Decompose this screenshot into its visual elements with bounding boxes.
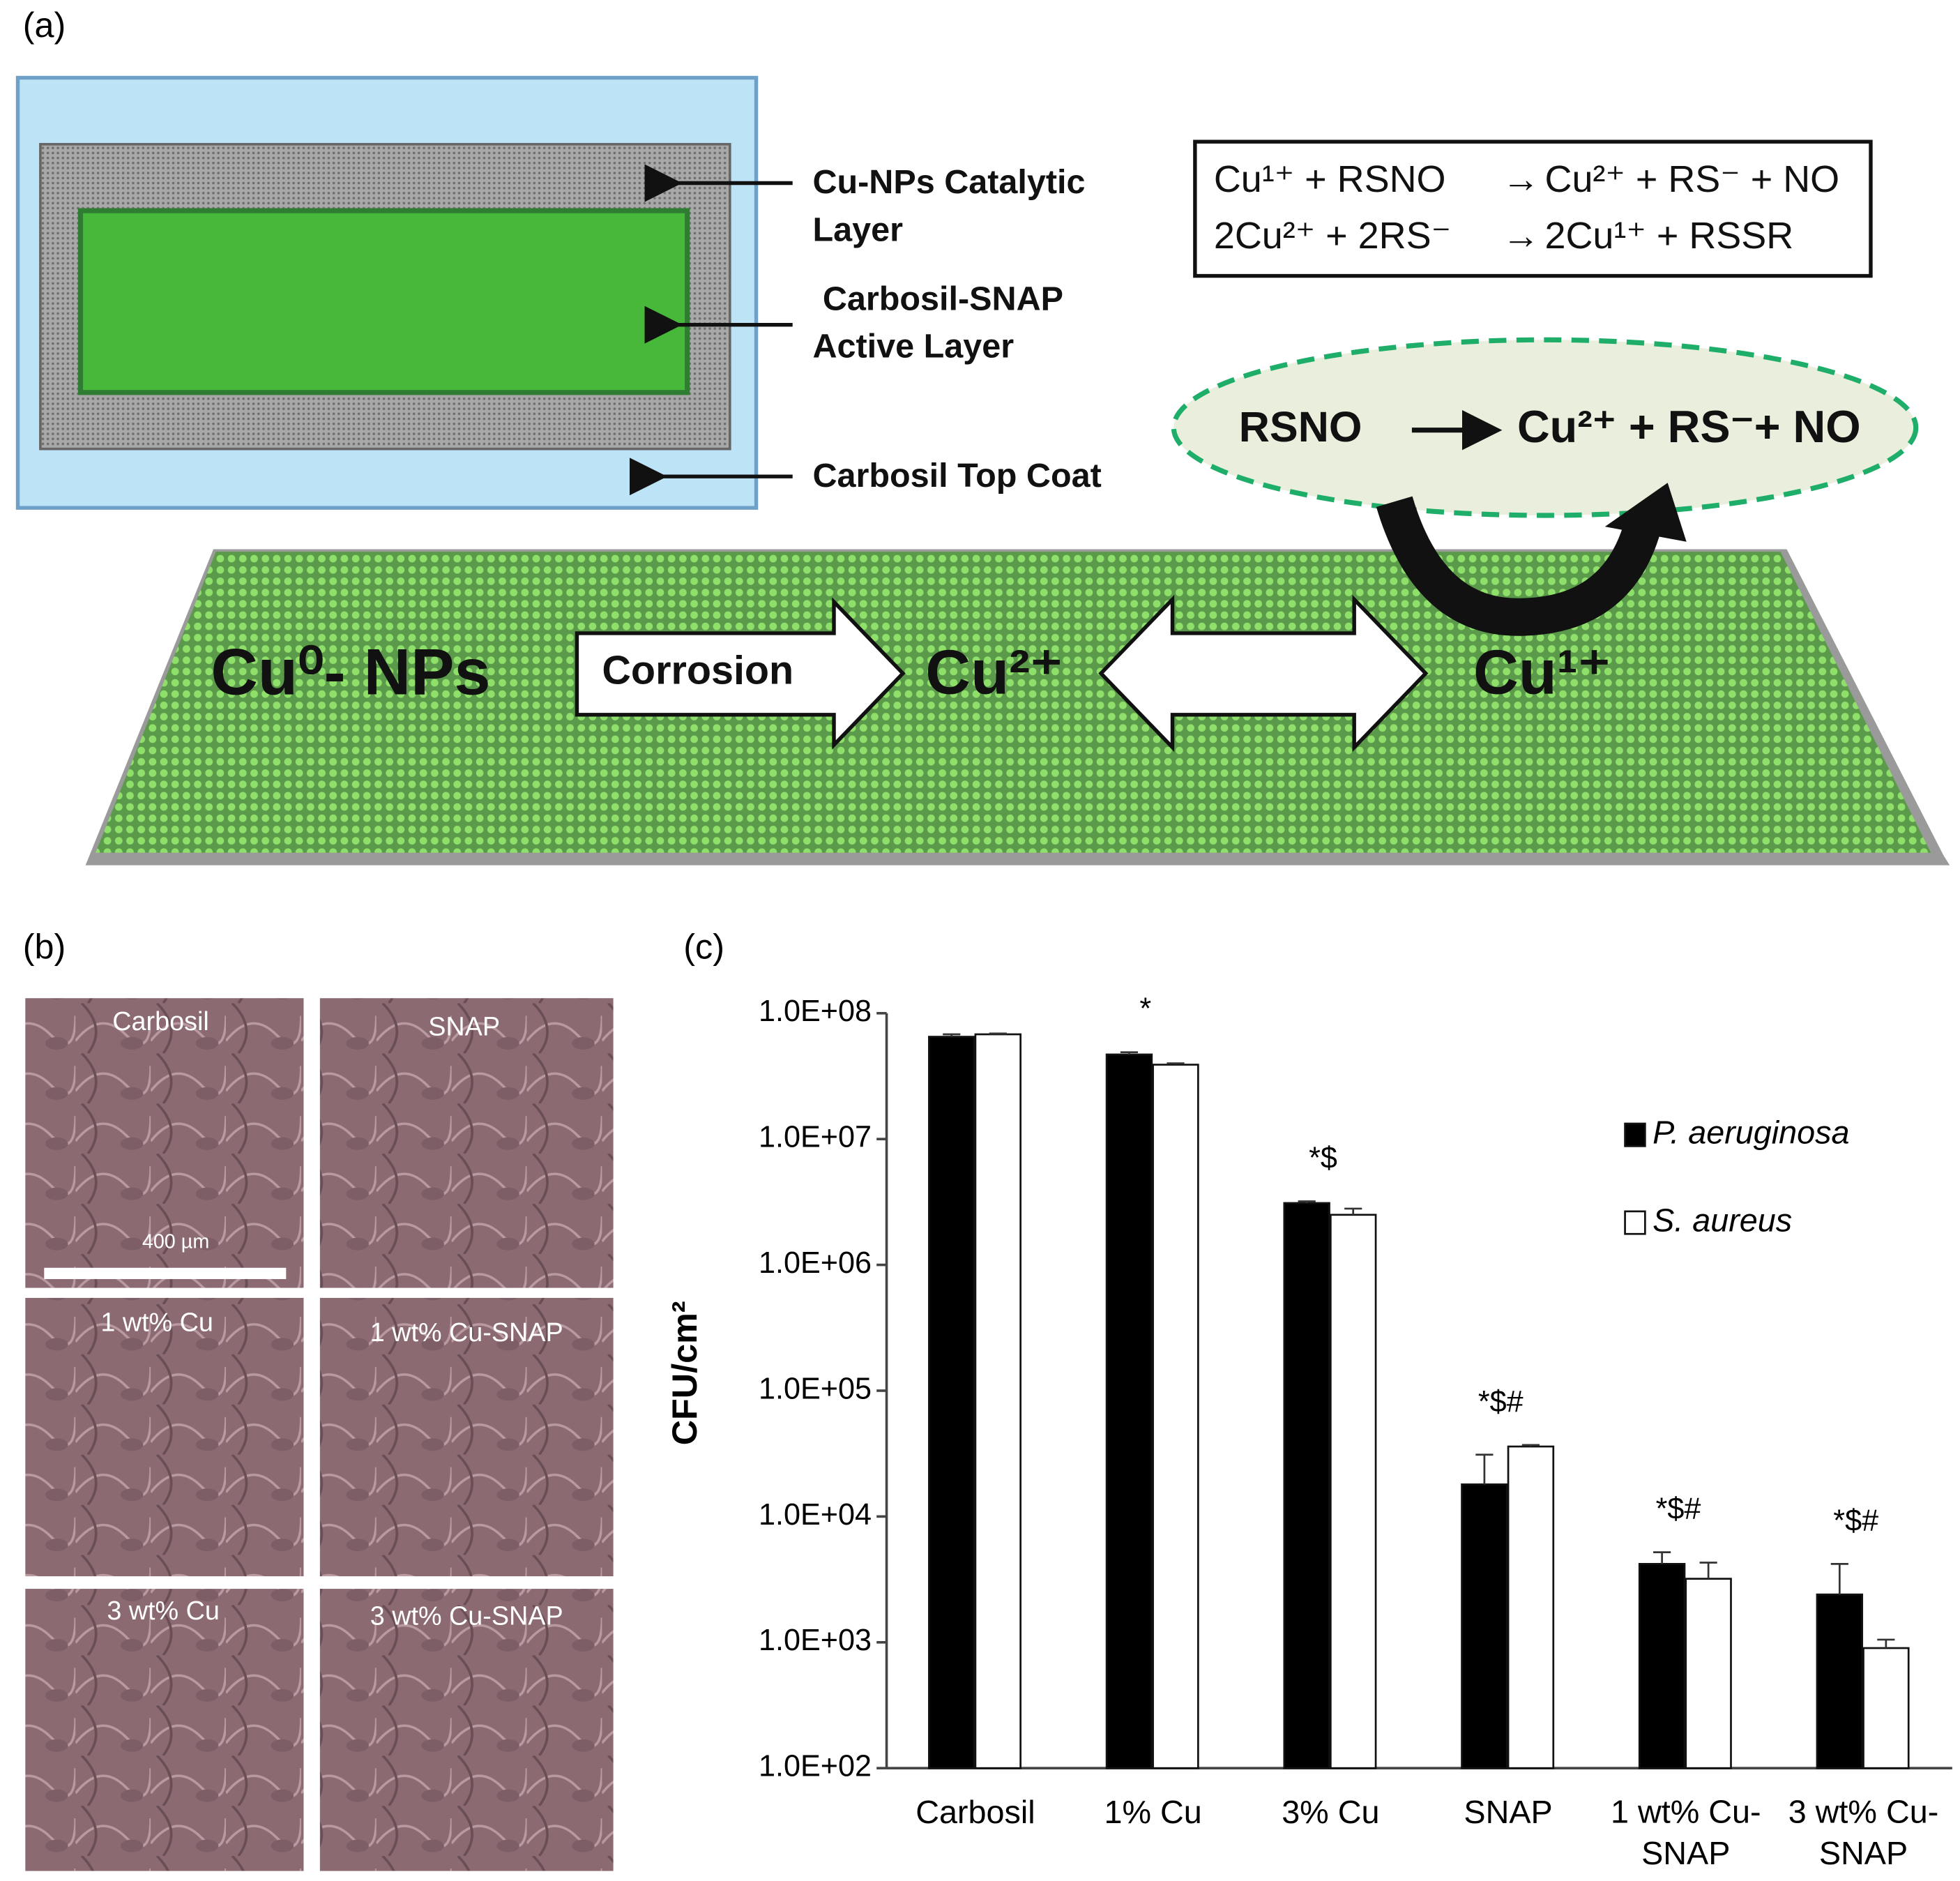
x-tick-label: Carbosil (916, 1794, 1035, 1830)
error-bar (1521, 1444, 1540, 1447)
micrograph-label: 3 wt% Cu-SNAP (370, 1601, 563, 1630)
x-tick-label: 3 wt% Cu-SNAP (1788, 1794, 1939, 1871)
y-tick-label: 1.0E+07 (759, 1121, 872, 1154)
species-label: Cu²⁺ (925, 638, 1063, 708)
error-bar (1298, 1200, 1316, 1203)
significance-label: *$ (1309, 1142, 1337, 1175)
y-axis-title: CFU/cm² (664, 1301, 704, 1445)
equation-arrow: → (1502, 215, 1540, 257)
micrograph (25, 1297, 304, 1577)
equation-arrow: → (1502, 158, 1540, 200)
error-bar (943, 1033, 961, 1037)
bar (1105, 1053, 1153, 1769)
y-tick-label: 1.0E+06 (759, 1246, 872, 1280)
significance-label: *$# (1478, 1385, 1524, 1419)
equation: 2Cu¹⁺ + RSSR (1544, 215, 1793, 257)
micrographs: Carbosil SNAP 1 wt% Cu 1 wt% Cu-SNAP 3 w… (25, 998, 614, 1871)
error-bar (1877, 1638, 1895, 1649)
process-label: Corrosion (602, 649, 793, 693)
y-tick-label: 1.0E+08 (759, 995, 872, 1028)
x-tick-label: 1% Cu (1104, 1794, 1201, 1830)
layer-label: Layer (812, 211, 903, 248)
equation: Cu²⁺ + RS⁻ + NO (1544, 158, 1839, 200)
equation: 2Cu²⁺ + 2RS⁻ (1214, 215, 1451, 257)
micrograph (319, 998, 614, 1288)
legend-swatch (1624, 1122, 1646, 1147)
micrograph-label: 1 wt% Cu (100, 1308, 213, 1337)
bar (1862, 1647, 1910, 1769)
bar (1507, 1445, 1555, 1769)
y-tick-label: 1.0E+02 (759, 1750, 872, 1783)
bar (1283, 1202, 1330, 1769)
significance-label: *$# (1833, 1504, 1878, 1537)
legend-label: P. aeruginosa (1653, 1115, 1849, 1151)
panel-label: (c) (683, 926, 724, 966)
scale-bar-label: 400 µm (142, 1230, 209, 1253)
cycle-text: Cu²⁺ + RS⁻+ NO (1517, 401, 1861, 452)
layer-label: Carbosil Top Coat (812, 457, 1101, 494)
micrograph-label: 3 wt% Cu (107, 1596, 220, 1625)
error-bar (1167, 1062, 1185, 1065)
bar (1329, 1214, 1377, 1769)
x-tick-label: 1 wt% Cu-SNAP (1611, 1794, 1761, 1871)
bar (1461, 1483, 1508, 1769)
equation: Cu¹⁺ + RSNO (1214, 158, 1446, 200)
error-bar (1699, 1562, 1717, 1579)
cycle-text: RSNO (1239, 403, 1362, 451)
error-bar (1653, 1551, 1671, 1564)
y-tick-label: 1.0E+04 (759, 1498, 872, 1532)
y-tick-label: 1.0E+05 (759, 1372, 872, 1405)
scale-bar (44, 1267, 287, 1279)
x-tick-label: 3% Cu (1282, 1794, 1379, 1830)
micrograph-label: Carbosil (112, 1006, 208, 1036)
double-arrow (1098, 594, 1429, 753)
micrograph (25, 998, 304, 1288)
significance-label: *$# (1656, 1493, 1701, 1526)
panel-label: (a) (23, 5, 66, 45)
micrograph-label: 1 wt% Cu-SNAP (370, 1317, 563, 1347)
cycle-ellipse (1171, 337, 1919, 518)
corrosion-arrow (575, 597, 906, 750)
layer-label: Active Layer (812, 328, 1014, 365)
bar (1638, 1562, 1686, 1769)
error-bar (1475, 1453, 1494, 1485)
error-bar (1120, 1051, 1139, 1055)
bar (974, 1033, 1021, 1769)
layer-label: Carbosil-SNAP (823, 280, 1063, 317)
legend-label: S. aureus (1653, 1202, 1792, 1238)
bar (1816, 1593, 1864, 1769)
micrograph-label: SNAP (428, 1011, 500, 1041)
error-bar (1830, 1562, 1848, 1595)
equation-box (1193, 139, 1873, 278)
panel-label: (b) (23, 926, 66, 966)
micrograph (25, 1589, 304, 1871)
species-label: Cu⁰- NPs (211, 635, 490, 709)
micrograph (319, 1297, 614, 1577)
bar-chart: CFU/cm² 1.0E+02 1.0E+03 1.0E+04 1.0E+05 1.0E… (664, 992, 1952, 1871)
significance-label: * (1139, 992, 1151, 1026)
cycle-curved-arrow (1376, 496, 1661, 636)
y-tick-label: 1.0E+03 (759, 1624, 872, 1657)
cycle-arrowhead (1604, 483, 1687, 542)
layer-label: Cu-NPs Catalytic (812, 163, 1085, 201)
active-layer (77, 208, 690, 395)
x-tick-label: SNAP (1464, 1794, 1552, 1830)
bar (1152, 1064, 1199, 1769)
species-label: Cu¹⁺ (1473, 638, 1611, 708)
bar (1685, 1578, 1732, 1769)
bar (928, 1036, 975, 1769)
legend-swatch (1624, 1210, 1646, 1235)
error-bar (1344, 1207, 1362, 1215)
micrograph (319, 1589, 614, 1871)
